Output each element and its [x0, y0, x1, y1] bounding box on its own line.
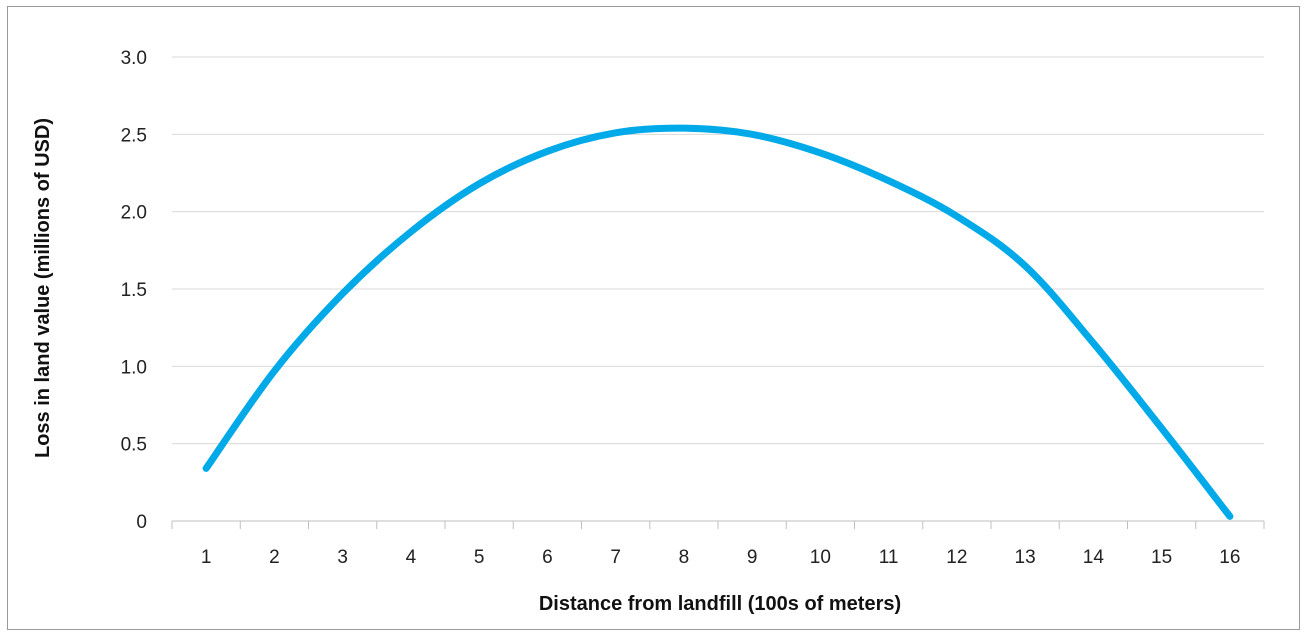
y-tick-label: 1.5 [121, 280, 147, 301]
y-tick-label: 0 [136, 512, 147, 533]
x-tick-label: 9 [747, 547, 758, 568]
x-axis [171, 520, 1265, 529]
y-tick-label: 2.5 [121, 125, 147, 146]
x-tick-label: 2 [269, 547, 280, 568]
y-axis-ticks: 0 0.5 1.0 1.5 2.0 2.5 3.0 [121, 48, 147, 533]
x-tick-label: 15 [1151, 547, 1172, 568]
chart-frame [7, 6, 1300, 630]
y-tick-label: 3.0 [121, 48, 147, 69]
x-tick-label: 12 [946, 547, 967, 568]
x-tick-label: 13 [1015, 547, 1036, 568]
x-tick-label: 7 [610, 547, 621, 568]
x-tick-label: 3 [337, 547, 348, 568]
y-tick-label: 2.0 [121, 203, 147, 224]
x-tick-label: 5 [474, 547, 485, 568]
y-tick-label: 1.0 [121, 357, 147, 378]
x-tick-label: 8 [679, 547, 690, 568]
x-tick-label: 14 [1083, 547, 1105, 568]
x-tick-label: 11 [879, 547, 899, 568]
x-tick-label: 6 [542, 547, 553, 568]
y-axis-title: Loss in land value (millions of USD) [32, 118, 54, 458]
x-tick-label: 4 [406, 547, 417, 568]
gridlines [172, 56, 1264, 445]
x-tick-label: 16 [1219, 547, 1240, 568]
x-tick-label: 10 [810, 547, 831, 568]
series-line [202, 124, 1234, 520]
x-axis-title: Distance from landfill (100s of meters) [539, 593, 901, 615]
series-group [202, 124, 1234, 520]
x-tick-label: 1 [201, 547, 212, 568]
x-axis-ticks: 1 2 3 4 5 6 7 8 9 10 11 12 13 14 15 16 [201, 547, 1241, 568]
y-tick-label: 0.5 [121, 435, 147, 456]
